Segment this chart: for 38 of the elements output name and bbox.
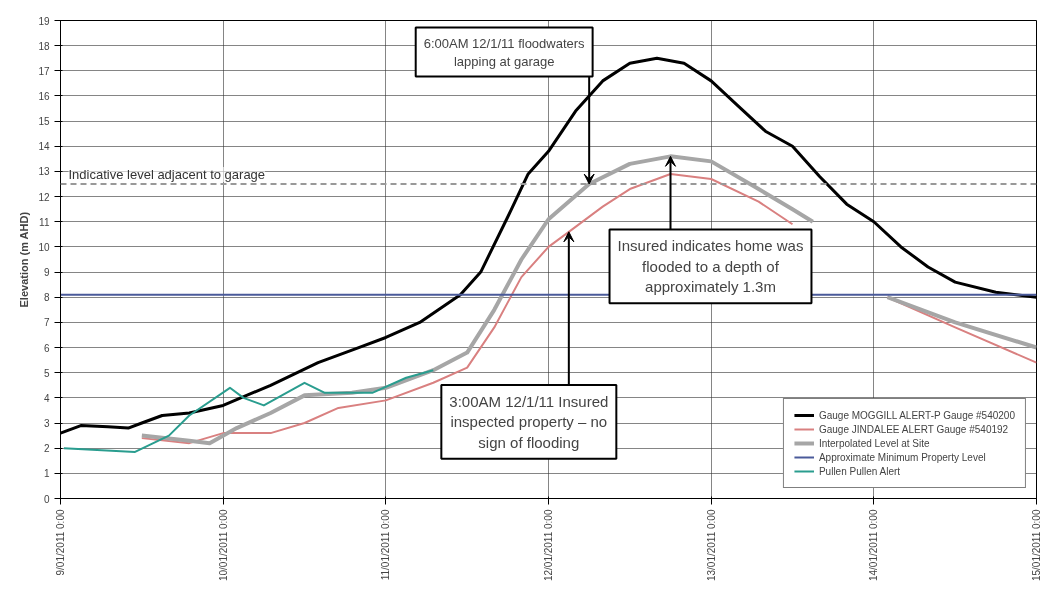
y-tick-label: 19 [38, 15, 50, 27]
y-tick-label: 10 [38, 241, 50, 253]
y-tick-label: 5 [43, 367, 50, 379]
annotation: 6:00AM 12/1/11 floodwaters lapping at garage [423, 35, 586, 69]
y-tick-label: 12 [38, 191, 50, 203]
y-tick-label: 16 [38, 90, 50, 102]
y-tick-label: 6 [43, 342, 50, 354]
x-tick-label: 12/01/2011 0:00 [543, 509, 554, 582]
y-tick-label: 2 [43, 443, 50, 455]
legend-label: Interpolated Level at Site [818, 437, 930, 449]
y-tick-label: 18 [38, 40, 50, 52]
y-tick-label: 15 [38, 116, 50, 128]
line-series [62, 369, 435, 453]
annotation: 3:00AM 12/1/11 Insured inspected property – no sign of flooding [449, 392, 609, 451]
ref-line-label: Indicative level adjacent to garage [68, 167, 266, 183]
legend-label: Gauge MOGGILL ALERT-P Gauge #540200 [818, 409, 1015, 421]
x-tick-label: 9/01/2011 0:00 [55, 509, 66, 576]
y-tick-label: 14 [38, 141, 50, 153]
y-tick-label: 4 [43, 392, 50, 404]
x-tick-label: 10/01/2011 0:00 [217, 509, 229, 582]
x-tick-label: 11/01/2011 0:00 [380, 509, 392, 581]
legend-label: Gauge JINDALEE ALERT Gauge #540192 [818, 423, 1009, 435]
y-tick-label: 8 [43, 292, 50, 304]
y-tick-label: 0 [43, 493, 50, 505]
annotation: Insured indicates home was flooded to a depth of approximately 1.3m [617, 237, 804, 296]
legend-label: Pullen Pullen Alert [818, 465, 901, 477]
x-tick-label: 13/01/2011 0:00 [705, 509, 717, 582]
y-tick-label: 1 [43, 468, 50, 480]
y-tick-label: 13 [38, 166, 50, 178]
x-tick-label: 14/01/2011 0:00 [868, 509, 880, 582]
y-tick-label: 11 [39, 216, 50, 228]
y-axis-title: Elevation (m AHD) [18, 211, 31, 308]
y-tick-label: 17 [38, 65, 50, 77]
legend-label: Approximate Minimum Property Level [818, 451, 986, 463]
y-tick-label: 3 [43, 418, 50, 430]
y-tick-label: 9 [43, 267, 50, 279]
y-tick-label: 7 [43, 317, 50, 329]
x-tick-label: 15/01/2011 0:00 [1031, 509, 1042, 582]
